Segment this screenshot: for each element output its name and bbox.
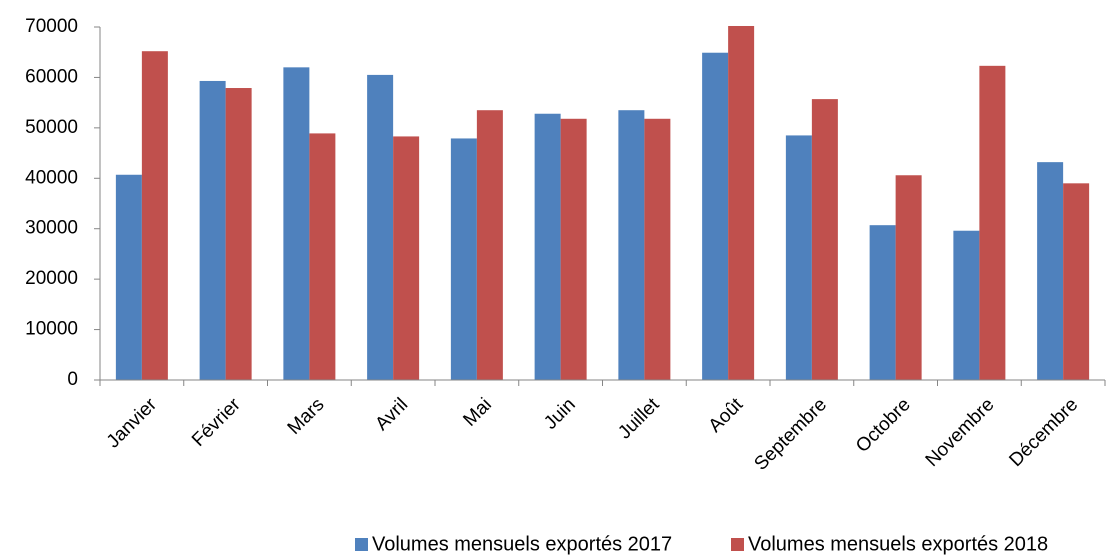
bar xyxy=(560,118,587,380)
bar xyxy=(1063,183,1090,380)
x-tick-label: Janvier xyxy=(103,394,162,453)
legend-item: Volumes mensuels exportés 2018 xyxy=(731,533,1048,555)
bar xyxy=(644,118,671,380)
legend-swatch xyxy=(731,538,744,551)
bar xyxy=(811,99,838,380)
y-tick-label: 30000 xyxy=(25,218,78,239)
bar xyxy=(1037,162,1064,380)
y-tick-label: 0 xyxy=(67,369,78,390)
y-tick-label: 60000 xyxy=(25,66,78,87)
bar xyxy=(199,80,226,381)
y-tick-label: 40000 xyxy=(25,167,78,188)
bar xyxy=(979,65,1006,380)
x-tick-label: Février xyxy=(188,394,245,451)
bar xyxy=(953,230,980,380)
bar xyxy=(450,138,477,380)
x-tick-label: Juin xyxy=(540,394,579,433)
y-tick-label: 20000 xyxy=(25,268,78,289)
x-tick-label: Novembre xyxy=(922,394,999,471)
bar xyxy=(393,136,420,380)
bar xyxy=(367,74,394,381)
bar xyxy=(309,133,336,380)
y-tick-label: 70000 xyxy=(25,16,78,37)
x-tick-label: Septembre xyxy=(750,394,831,475)
bar xyxy=(618,110,645,380)
bar xyxy=(895,175,922,380)
legend-swatch xyxy=(355,538,368,551)
bar xyxy=(476,110,503,380)
legend-item: Volumes mensuels exportés 2017 xyxy=(355,533,672,555)
x-tick-label: Octobre xyxy=(852,394,915,457)
legend-label: Volumes mensuels exportés 2018 xyxy=(748,533,1048,555)
bar xyxy=(534,113,561,380)
x-tick-label: Décembre xyxy=(1005,394,1082,471)
x-tick-label: Août xyxy=(705,394,748,437)
bar xyxy=(141,51,168,380)
bar xyxy=(283,67,310,380)
bar xyxy=(225,88,252,381)
x-tick-label: Avril xyxy=(371,394,412,435)
y-tick-label: 50000 xyxy=(25,117,78,138)
bar xyxy=(115,174,142,380)
bar xyxy=(869,225,896,380)
x-tick-label: Mai xyxy=(459,394,496,431)
bar xyxy=(785,135,812,380)
bar xyxy=(728,25,755,381)
y-tick-label: 10000 xyxy=(25,319,78,340)
legend-label: Volumes mensuels exportés 2017 xyxy=(372,533,672,555)
bar xyxy=(702,52,729,381)
x-tick-label: Juillet xyxy=(614,394,664,444)
x-tick-label: Mars xyxy=(284,394,329,439)
